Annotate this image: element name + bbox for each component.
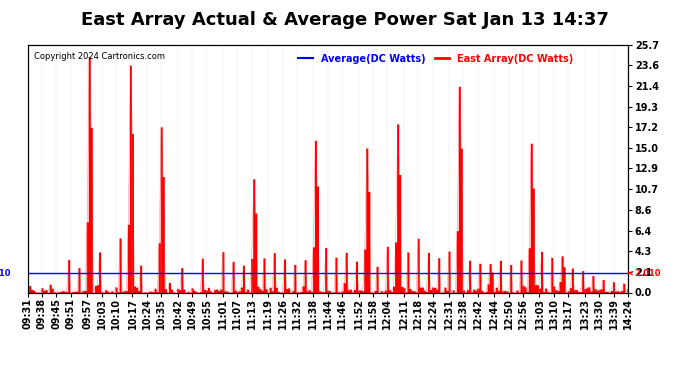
Text: Copyright 2024 Cartronics.com: Copyright 2024 Cartronics.com <box>34 53 165 62</box>
Text: 2.010: 2.010 <box>629 268 660 278</box>
Text: East Array Actual & Average Power Sat Jan 13 14:37: East Array Actual & Average Power Sat Ja… <box>81 11 609 29</box>
Text: 2.010: 2.010 <box>0 268 11 278</box>
Legend: Average(DC Watts), East Array(DC Watts): Average(DC Watts), East Array(DC Watts) <box>294 50 578 68</box>
